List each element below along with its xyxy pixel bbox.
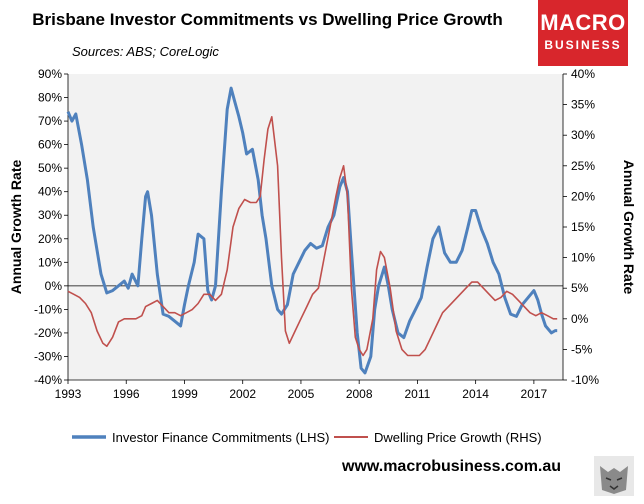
x-tick-label: 2017	[521, 387, 548, 401]
left-tick-label: 30%	[38, 208, 62, 222]
logo-line2: BUSINESS	[544, 38, 622, 52]
right-tick-label: -10%	[571, 373, 599, 387]
right-tick-label: 10%	[571, 251, 595, 265]
left-tick-label: -40%	[34, 373, 62, 387]
x-tick-label: 2005	[288, 387, 315, 401]
left-tick-label: 90%	[38, 67, 62, 81]
right-axis-ticks: -10% -5% 0% 5% 10% 15% 20% 25% 30% 35% 40%	[563, 67, 599, 387]
legend: Investor Finance Commitments (LHS) Dwelli…	[72, 430, 542, 445]
series-line-price	[67, 116, 558, 357]
x-tick-label: 1996	[113, 387, 140, 401]
right-tick-label: 40%	[571, 67, 595, 81]
left-tick-label: 60%	[38, 138, 62, 152]
x-tick-label: 2011	[405, 387, 431, 401]
series-lines	[66, 86, 558, 375]
left-tick-label: -30%	[34, 349, 62, 363]
left-tick-label: 70%	[38, 114, 62, 128]
right-tick-label: 0%	[571, 312, 589, 326]
left-tick-label: 20%	[38, 232, 62, 246]
x-tick-label: 1999	[171, 387, 198, 401]
right-tick-label: 20%	[571, 189, 595, 203]
series-line-investor	[66, 86, 558, 375]
footer-url: www.macrobusiness.com.au	[342, 458, 562, 475]
left-tick-label: 0%	[45, 279, 63, 293]
legend-label: Dwelling Price Growth (RHS)	[374, 430, 542, 445]
left-tick-label: 40%	[38, 185, 62, 199]
x-tick-label: 2008	[346, 387, 373, 401]
legend-label: Investor Finance Commitments (LHS)	[112, 430, 329, 445]
chart-title: Brisbane Investor Commitments vs Dwellin…	[32, 10, 503, 29]
left-tick-label: 80%	[38, 91, 62, 105]
wolf-icon	[594, 456, 634, 496]
macrobusiness-logo: MACRO BUSINESS	[538, 0, 628, 66]
right-tick-label: 30%	[571, 128, 595, 142]
x-tick-label: 2002	[229, 387, 256, 401]
right-tick-label: 25%	[571, 159, 595, 173]
left-tick-label: 50%	[38, 161, 62, 175]
right-axis-label: Annual Growth Rate	[621, 160, 637, 295]
left-axis-label: Annual Growth Rate	[8, 160, 24, 295]
x-tick-label: 2014	[462, 387, 489, 401]
left-tick-label: -20%	[34, 326, 62, 340]
x-tick-label: 1993	[55, 387, 82, 401]
left-axis-ticks: -40% -30% -20% -10% 0% 10% 20% 30% 40% 50% 60% 70% 8…	[34, 67, 68, 387]
x-axis-ticks: 1993 1996 1999 2002 2005 2008 2011 2014 2017	[55, 380, 548, 401]
right-tick-label: 35%	[571, 98, 595, 112]
logo-line1: MACRO	[540, 10, 626, 35]
right-tick-label: 5%	[571, 281, 589, 295]
left-tick-label: 10%	[38, 255, 62, 269]
right-tick-label: 15%	[571, 220, 595, 234]
chart-subtitle: Sources: ABS; CoreLogic	[72, 44, 219, 59]
right-tick-label: -5%	[571, 342, 593, 356]
left-tick-label: -10%	[34, 302, 62, 316]
